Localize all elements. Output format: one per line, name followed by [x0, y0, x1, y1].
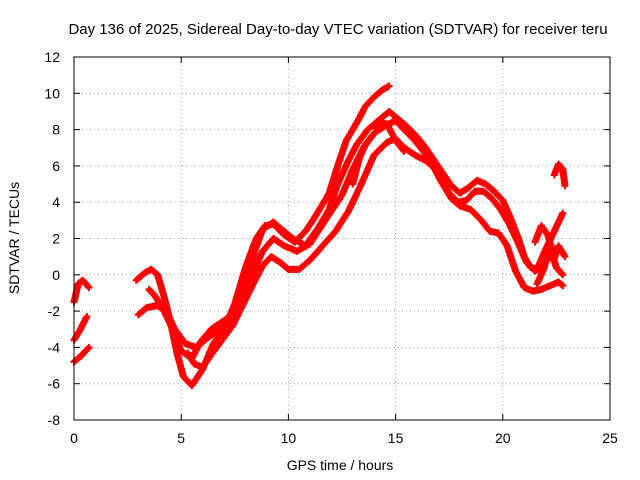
x-axis-label: GPS time / hours — [287, 457, 394, 473]
x-tick-labels: 0 5 10 15 20 25 — [70, 430, 618, 446]
chart-title: Day 136 of 2025, Sidereal Day-to-day VTE… — [68, 21, 607, 38]
y-tick-label: 4 — [52, 194, 60, 210]
y-tick-label: 12 — [44, 49, 60, 65]
data-point — [385, 82, 393, 90]
series-track-a — [70, 276, 93, 306]
y-tick-label: -4 — [48, 339, 61, 355]
y-tick-labels: -8 -6 -4 -2 0 2 4 6 8 10 12 — [44, 49, 60, 428]
data-point — [85, 284, 93, 292]
data-marks — [70, 82, 569, 390]
series-track-g — [184, 135, 567, 371]
axis-ticks — [73, 56, 611, 421]
data-point — [559, 282, 567, 290]
y-tick-label: 8 — [52, 122, 60, 138]
x-tick-label: 20 — [495, 430, 511, 446]
series-track-c — [70, 343, 93, 366]
y-tick-label: 0 — [52, 267, 60, 283]
data-point — [85, 343, 93, 351]
x-tick-label: 5 — [177, 430, 185, 446]
y-tick-label: 2 — [52, 231, 60, 247]
y-tick-label: -2 — [48, 303, 61, 319]
series-track-h — [370, 118, 408, 155]
data-point — [561, 253, 569, 261]
y-axis-label: SDTVAR / TECUs — [6, 182, 22, 294]
y-tick-label: 10 — [44, 85, 60, 101]
x-tick-label: 0 — [70, 430, 78, 446]
y-tick-label: -8 — [48, 412, 61, 428]
grid-lines — [74, 57, 610, 420]
data-point — [84, 345, 92, 353]
series-track-b — [70, 313, 91, 344]
data-point — [400, 147, 408, 155]
data-point — [370, 129, 378, 137]
y-tick-label: -6 — [48, 376, 61, 392]
data-point — [561, 182, 569, 190]
data-point — [559, 209, 567, 217]
x-tick-label: 25 — [602, 430, 618, 446]
x-tick-label: 10 — [281, 430, 297, 446]
data-point — [83, 313, 91, 321]
series-track-f — [134, 117, 556, 351]
series-track-j — [550, 160, 569, 190]
data-point — [559, 271, 567, 279]
x-tick-label: 15 — [388, 430, 404, 446]
series-track-l — [533, 244, 567, 288]
y-tick-label: 6 — [52, 158, 60, 174]
series-track-i — [349, 129, 378, 188]
